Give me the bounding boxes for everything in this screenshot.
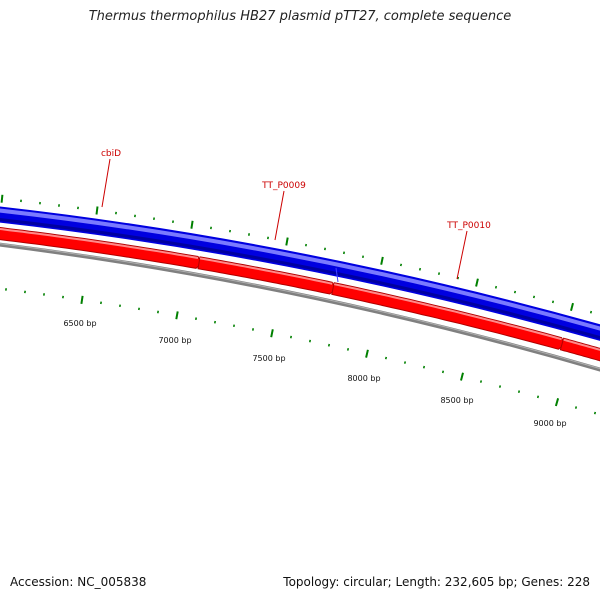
outer-major-tick — [0, 194, 4, 203]
outer-minor-tick — [437, 272, 441, 275]
cbiD-leader-line — [101, 158, 111, 208]
scale-label-8000: 8000 bp — [347, 374, 380, 383]
inner-minor-tick — [498, 385, 502, 388]
outer-major-tick — [190, 220, 194, 229]
inner-major-tick — [270, 329, 274, 338]
inner-minor-tick — [422, 365, 426, 369]
inner-major-tick — [460, 372, 464, 381]
gene-label-TT_P0010: TT_P0010 — [446, 221, 491, 231]
outer-minor-tick — [589, 310, 593, 314]
outer-minor-tick — [513, 290, 517, 294]
outer-minor-tick — [456, 276, 460, 280]
reverse-strand-genes — [0, 227, 600, 362]
scale-label-6500: 6500 bp — [63, 319, 96, 328]
outer-tick-marks — [0, 194, 593, 314]
reverse-gene-1-highlight — [0, 228, 199, 259]
outer-major-tick — [475, 278, 479, 287]
outer-minor-tick — [399, 263, 403, 267]
inner-major-tick — [365, 349, 369, 358]
inner-minor-tick — [593, 411, 597, 415]
gene-label-cbiD: cbiD — [101, 149, 121, 159]
inner-tick-marks — [5, 288, 597, 415]
inner-minor-tick — [327, 343, 331, 347]
forward-gene-divider — [335, 267, 339, 283]
outer-major-tick — [285, 237, 289, 246]
inner-minor-tick — [384, 356, 388, 360]
reverse-gene-2-highlight — [199, 257, 333, 285]
reverse-gene-3-highlight — [333, 283, 562, 341]
inner-major-tick — [554, 398, 560, 407]
reverse-gene-4 — [559, 337, 600, 362]
scale-label-9000: 9000 bp — [533, 419, 566, 428]
outer-minor-tick — [494, 285, 498, 289]
outer-major-tick — [380, 256, 384, 265]
inner-major-tick — [175, 311, 179, 320]
outer-minor-tick — [418, 267, 422, 271]
outer-major-tick — [95, 206, 99, 215]
scale-label-7000: 7000 bp — [158, 336, 191, 345]
backbone-line-highlight — [0, 243, 600, 370]
topology-summary: Topology: circular; Length: 232,605 bp; … — [283, 575, 590, 589]
inner-minor-tick — [403, 361, 407, 364]
accession-label: Accession: NC_005838 — [10, 575, 147, 589]
scale-label-8500: 8500 bp — [440, 396, 473, 405]
TT_P0009-leader-line — [274, 190, 285, 241]
TT_P0010-leader-line — [456, 230, 468, 280]
inner-minor-tick — [346, 348, 350, 351]
inner-minor-tick — [479, 380, 483, 383]
forward-strand-shadow — [0, 218, 600, 340]
outer-minor-tick — [532, 295, 536, 299]
outer-major-tick — [570, 302, 574, 312]
inner-minor-tick — [574, 406, 578, 409]
inner-minor-tick — [536, 395, 540, 399]
inner-major-tick — [80, 295, 84, 305]
map-title: Thermus thermophilus HB27 plasmid pTT27,… — [88, 9, 512, 24]
scale-label-7500: 7500 bp — [252, 354, 285, 363]
outer-minor-tick — [551, 300, 555, 304]
forward-strand-track — [0, 206, 600, 341]
backbone-line — [0, 242, 600, 372]
gene-label-TT_P0009: TT_P0009 — [261, 181, 306, 191]
inner-minor-tick — [517, 390, 521, 394]
inner-minor-tick — [441, 370, 445, 374]
forward-strand-highlight — [0, 208, 600, 331]
